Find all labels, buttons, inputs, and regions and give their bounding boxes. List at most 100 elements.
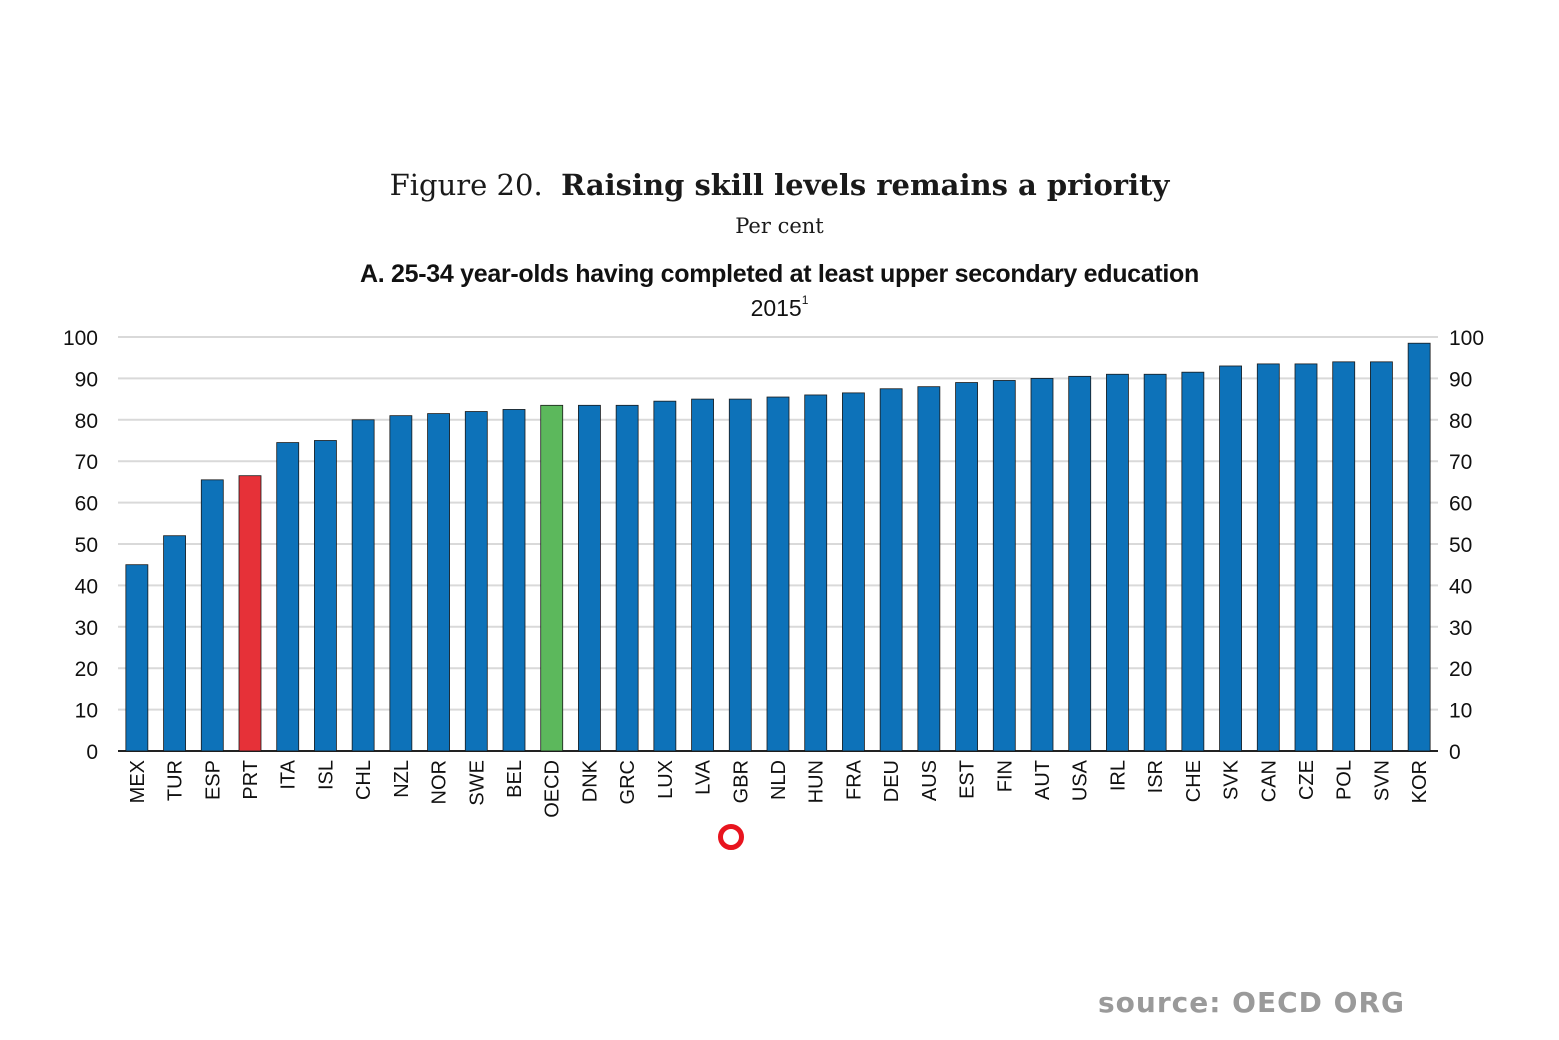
y-tick-label-left: 40 bbox=[75, 575, 98, 598]
bar-lux bbox=[653, 400, 677, 752]
x-tick-label: MEX bbox=[127, 760, 149, 803]
x-tick-label: AUS bbox=[919, 760, 941, 801]
x-tick-label: ISR bbox=[1145, 760, 1167, 793]
bar-dnk bbox=[578, 404, 601, 752]
bar-fin bbox=[992, 380, 1016, 752]
x-tick-label: SVN bbox=[1371, 760, 1393, 801]
y-tick-label-left: 90 bbox=[75, 368, 98, 391]
x-tick-label: DNK bbox=[579, 759, 601, 802]
x-tick-label: CHL bbox=[353, 760, 375, 800]
x-tick-label: ESP bbox=[202, 760, 224, 800]
bar-usa bbox=[1068, 375, 1092, 752]
chart-subtitle-year: 2015 bbox=[750, 295, 802, 321]
x-tick-label: HUN bbox=[806, 760, 828, 803]
x-tick-label: CHE bbox=[1183, 760, 1205, 802]
bar-aus bbox=[917, 386, 941, 752]
y-tick-label-left: 20 bbox=[75, 658, 98, 681]
bar-aut bbox=[1030, 377, 1054, 752]
y-tick-label-left: 100 bbox=[63, 327, 98, 350]
chart-subtitle: 20151 bbox=[0, 293, 1559, 322]
x-tick-label: NZL bbox=[391, 760, 413, 798]
bar-hun bbox=[804, 394, 828, 752]
bar-cze bbox=[1294, 363, 1318, 752]
y-tick-label-right: 60 bbox=[1449, 493, 1472, 516]
x-tick-label: GRC bbox=[617, 760, 639, 804]
bars bbox=[125, 342, 1431, 752]
bar-irl bbox=[1106, 373, 1129, 752]
y-tick-label-right: 80 bbox=[1449, 410, 1472, 433]
chart-subtitle-footnote: 1 bbox=[801, 293, 809, 307]
figure-heading: Raising skill levels remains a priority bbox=[561, 168, 1170, 202]
bar-che bbox=[1181, 371, 1205, 752]
x-tick-label: CAN bbox=[1258, 760, 1280, 802]
bar-prt bbox=[238, 475, 262, 752]
figure-label: Figure 20. bbox=[389, 168, 543, 202]
bar-swe bbox=[464, 411, 488, 752]
y-tick-label-right: 50 bbox=[1449, 534, 1472, 557]
bar-deu bbox=[879, 388, 903, 752]
bar-kor bbox=[1407, 342, 1431, 752]
bar-nzl bbox=[389, 415, 413, 752]
bar-bel bbox=[502, 409, 526, 752]
bar-svn bbox=[1370, 361, 1393, 752]
x-tick-label: AUT bbox=[1032, 760, 1054, 800]
annotation-circle-marker bbox=[718, 824, 744, 850]
y-tick-label-left: 60 bbox=[75, 493, 98, 516]
bar-est bbox=[955, 382, 978, 752]
x-tick-label: IRL bbox=[1107, 760, 1129, 791]
x-tick-label: KOR bbox=[1409, 760, 1431, 803]
x-tick-label: PRT bbox=[240, 760, 262, 800]
x-tick-label: FIN bbox=[994, 760, 1016, 792]
x-tick-label: SVK bbox=[1221, 759, 1243, 800]
bar-esp bbox=[200, 479, 224, 752]
bar-nor bbox=[427, 413, 450, 752]
bar-isr bbox=[1143, 373, 1167, 752]
x-tick-label: TUR bbox=[165, 760, 187, 801]
x-tick-label: NLD bbox=[768, 760, 790, 800]
y-tick-label-left: 30 bbox=[75, 617, 98, 640]
x-tick-label: NOR bbox=[429, 760, 451, 804]
y-tick-label-left: 0 bbox=[86, 741, 98, 764]
y-tick-label-right: 40 bbox=[1449, 575, 1472, 598]
x-tick-label: EST bbox=[957, 760, 979, 799]
x-tick-label: LUX bbox=[655, 760, 677, 799]
y-tick-label-right: 30 bbox=[1449, 617, 1472, 640]
bar-ita bbox=[276, 442, 300, 752]
y-tick-label-right: 100 bbox=[1449, 327, 1484, 350]
bar-oecd bbox=[540, 404, 564, 752]
y-axis-right: 0 10 20 30 40 50 60 70 80 90 100 bbox=[1449, 327, 1484, 764]
x-tick-label: USA bbox=[1070, 759, 1092, 801]
x-tick-label: BEL bbox=[504, 760, 526, 798]
bar-isl bbox=[314, 440, 337, 752]
source-caption: source: OECD ORG bbox=[1098, 986, 1405, 1019]
x-tick-label: POL bbox=[1334, 760, 1356, 800]
y-tick-label-right: 0 bbox=[1449, 741, 1461, 764]
x-tick-label: ITA bbox=[278, 759, 300, 789]
chart-title: A. 25-34 year-olds having completed at l… bbox=[360, 260, 1199, 288]
bar-can bbox=[1256, 363, 1280, 752]
y-tick-label-left: 50 bbox=[75, 534, 98, 557]
bar-tur bbox=[163, 535, 186, 752]
x-tick-label: GBR bbox=[730, 760, 752, 803]
y-tick-label-left: 10 bbox=[75, 700, 98, 723]
bar-pol bbox=[1332, 361, 1356, 752]
y-tick-label-right: 20 bbox=[1449, 658, 1472, 681]
bar-fra bbox=[842, 392, 865, 752]
x-tick-label: LVA bbox=[693, 759, 715, 794]
y-tick-label-right: 90 bbox=[1449, 368, 1472, 391]
y-tick-label-left: 80 bbox=[75, 410, 98, 433]
bar-gbr bbox=[728, 398, 752, 752]
x-axis-categories: MEX TUR ESP PRT ITA ISL CHL NZL NOR SWE BEL OECD DNK… bbox=[127, 759, 1431, 817]
y-tick-label-left: 70 bbox=[75, 451, 98, 474]
x-tick-label: ISL bbox=[315, 760, 337, 790]
x-tick-label: DEU bbox=[881, 760, 903, 802]
figure-title: Figure 20. Raising skill levels remains … bbox=[0, 168, 1559, 202]
bar-grc bbox=[615, 404, 639, 752]
x-tick-label: FRA bbox=[843, 759, 865, 800]
bar-mex bbox=[125, 564, 149, 752]
y-tick-label-right: 70 bbox=[1449, 451, 1472, 474]
figure-unit: Per cent bbox=[735, 214, 824, 238]
bar-lva bbox=[691, 398, 714, 752]
y-axis-left: 0 10 20 30 40 50 60 70 80 90 100 bbox=[63, 327, 98, 764]
